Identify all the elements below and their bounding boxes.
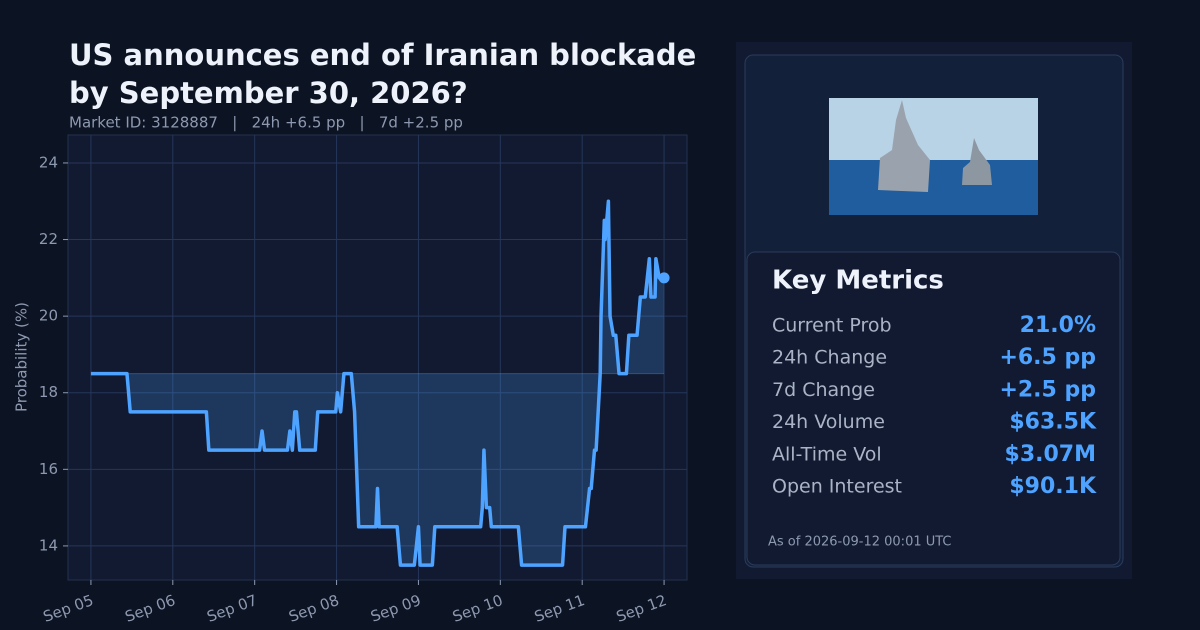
metric-label: 24h Volume: [772, 411, 885, 433]
title-line: US announces end of Iranian blockade: [69, 38, 696, 72]
metrics-rows: Current Prob 21.0% 24h Change +6.5 pp 7d Cha…: [772, 313, 1097, 499]
metric-value: 21.0%: [1020, 313, 1096, 338]
subtitle: Market ID: 3128887 | 24h +6.5 pp | 7d +2…: [69, 114, 463, 132]
y-tick-label: 24: [39, 153, 58, 171]
metrics-box: [746, 251, 1121, 566]
line: [90, 199, 665, 567]
metric-value: +6.5 pp: [999, 345, 1096, 370]
y-tick-label: 22: [39, 230, 58, 248]
ship-image: [829, 98, 1038, 215]
y-tick-label: 14: [39, 536, 58, 554]
metrics-title: Key Metrics: [772, 266, 944, 296]
end-marker: [658, 272, 670, 284]
footnote: As of 2026-09-12 00:01 UTC: [768, 535, 952, 550]
metric-label: 7d Change: [772, 379, 875, 401]
metric-label: Open Interest: [772, 476, 902, 498]
metric-value: $90.1K: [1009, 474, 1097, 499]
area-fill: [90, 201, 665, 566]
metric-value: $63.5K: [1009, 410, 1097, 435]
y-tick-label: 16: [39, 460, 58, 478]
metric-value: +2.5 pp: [999, 377, 1096, 402]
y-axis-label: Probability (%): [13, 302, 31, 412]
title-line: by September 30, 2026?: [69, 76, 468, 110]
metric-label: 24h Change: [772, 347, 887, 369]
y-tick-label: 18: [39, 383, 58, 401]
metric-value: $3.07M: [1005, 442, 1096, 467]
y-tick-label: 20: [39, 307, 58, 325]
metric-label: All-Time Vol: [772, 443, 882, 465]
metric-label: Current Prob: [772, 315, 892, 337]
